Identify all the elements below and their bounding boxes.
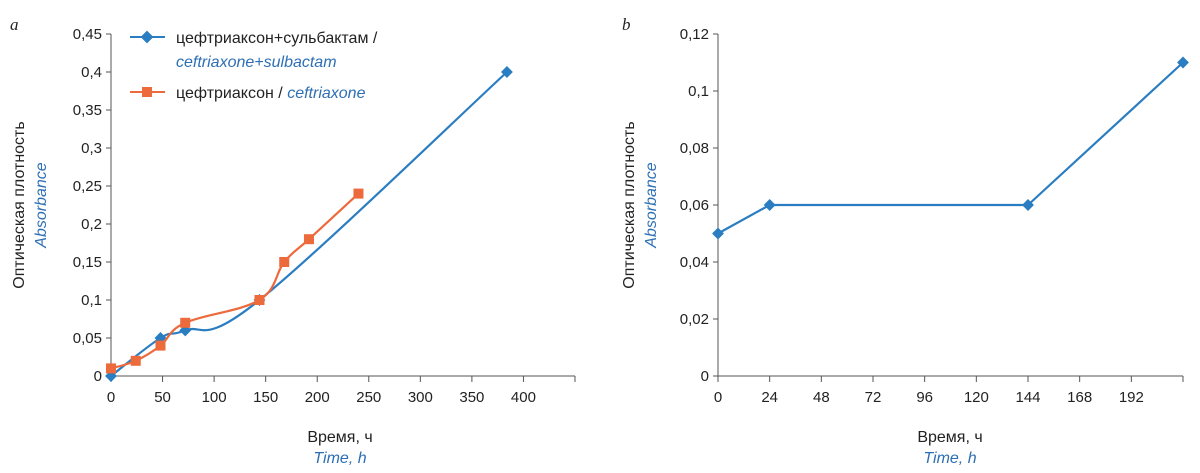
x-tick-label: 400 (511, 389, 536, 406)
x-tick-label: 96 (916, 389, 933, 406)
panel-b-x-axis-title: Время, ч (917, 429, 982, 446)
x-tick-label: 350 (459, 389, 484, 406)
legend-marker-combo (140, 30, 154, 44)
series-0-line (110, 71, 508, 377)
y-tick-label: 0 (94, 368, 102, 385)
panel-a-y-axis-title: Оптическая плотность (11, 121, 28, 288)
y-tick-label: 0,12 (680, 26, 709, 43)
x-tick-label: 200 (305, 389, 330, 406)
x-tick-label: 24 (761, 389, 778, 406)
panel-a-letter: a (10, 15, 19, 34)
y-tick-label: 0,2 (81, 216, 102, 233)
panel-b-y-tick-labels: 0 0,02 0,04 0,06 0,08 0,1 0,12 (680, 26, 709, 385)
legend-marker-ceftriaxone (142, 87, 152, 97)
x-tick-label: 100 (202, 389, 227, 406)
panel-a-legend: цефтриаксон+сульбактам / ceftriaxone+sul… (130, 30, 378, 102)
y-tick-label: 0,35 (73, 102, 102, 119)
data-point (155, 340, 166, 351)
data-point (130, 355, 141, 366)
x-tick-label: 50 (154, 389, 171, 406)
x-tick-label: 250 (356, 389, 381, 406)
y-tick-label: 0,02 (680, 311, 709, 328)
panel-a-series (105, 66, 513, 382)
series-1-line (110, 192, 360, 370)
data-point (353, 188, 364, 199)
panel-b-x-axis-title-en: Time, h (923, 450, 976, 467)
y-tick-label: 0,25 (73, 178, 102, 195)
panel-a-x-axis-title: Время, ч (307, 429, 372, 446)
panel-a-y-axis-title-en: Absorbance (33, 162, 50, 248)
x-tick-label: 150 (253, 389, 278, 406)
y-tick-label: 0,1 (688, 83, 709, 100)
panel-a-x-axis-title-en: Time, h (313, 450, 366, 467)
x-tick-label: 48 (813, 389, 830, 406)
y-tick-label: 0,45 (73, 26, 102, 43)
data-point (712, 227, 724, 240)
legend-label-combo-en: ceftriaxone+sulbactam (176, 54, 337, 71)
data-point (106, 363, 116, 374)
panel-a-y-tick-labels: 0 0,05 0,1 0,15 0,2 0,25 0,3 0,35 0,4 0,45 (73, 26, 102, 385)
x-tick-label: 0 (107, 389, 115, 406)
panel-b: b 0 0,02 0,04 0,06 0,08 0,1 0,12 0 24 48 72 96 120 1… (621, 15, 1189, 467)
panel-a: a 0 0,05 0,1 0,15 0,2 0,25 0,3 0,35 0,4 0,45 0 50 1… (10, 15, 576, 467)
panel-b-x-tick-labels: 0 24 48 72 96 120 144 168 192 (714, 389, 1144, 406)
panel-b-y-axis-title-en: Absorbance (643, 162, 660, 248)
y-tick-label: 0,4 (81, 64, 102, 81)
panel-b-letter: b (622, 15, 631, 34)
y-tick-label: 0,15 (73, 254, 102, 271)
x-tick-label: 144 (1015, 389, 1040, 406)
x-tick-label: 120 (964, 389, 989, 406)
panel-b-axes (713, 33, 1184, 382)
x-tick-label: 168 (1067, 389, 1092, 406)
y-tick-label: 0,08 (680, 140, 709, 157)
x-tick-label: 300 (408, 389, 433, 406)
data-point (279, 257, 290, 267)
y-tick-label: 0,05 (73, 330, 102, 347)
y-tick-label: 0,06 (680, 197, 709, 214)
x-tick-label: 192 (1119, 389, 1144, 406)
data-point (180, 317, 191, 328)
y-tick-label: 0,1 (81, 292, 102, 309)
data-point (303, 234, 314, 245)
panel-b-series (712, 56, 1189, 240)
y-tick-label: 0,3 (81, 140, 102, 157)
data-point (763, 199, 776, 211)
data-point (1022, 199, 1034, 211)
panel-b-y-axis-title: Оптическая плотность (621, 121, 638, 288)
panel-a-x-tick-labels: 0 50 100 150 200 250 300 350 400 (107, 389, 536, 406)
legend-label-combo: цефтриаксон+сульбактам / (176, 30, 378, 47)
series-0-line (717, 61, 1184, 235)
data-point (254, 295, 265, 305)
y-tick-label: 0,04 (680, 254, 709, 271)
legend-label-ceftriaxone: цефтриаксон / ceftriaxone (176, 85, 366, 102)
x-tick-label: 72 (865, 389, 882, 406)
y-tick-label: 0 (701, 368, 709, 385)
x-tick-label: 0 (714, 389, 722, 406)
